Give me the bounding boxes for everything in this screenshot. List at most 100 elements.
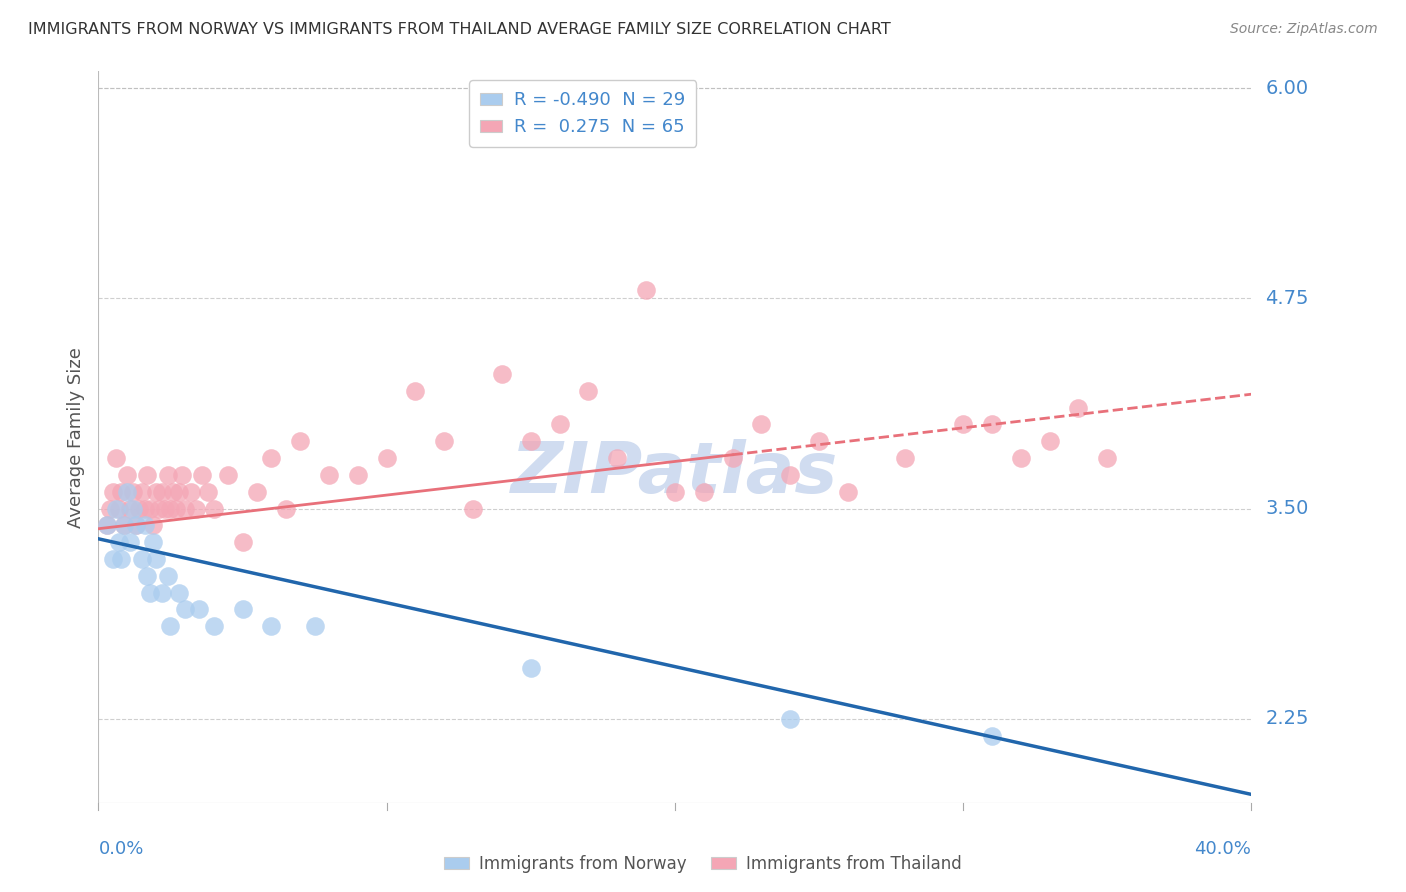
Point	[191, 467, 214, 482]
Point	[188, 602, 211, 616]
Point	[721, 451, 744, 466]
Point	[134, 501, 156, 516]
Legend: Immigrants from Norway, Immigrants from Thailand: Immigrants from Norway, Immigrants from …	[437, 848, 969, 880]
Point	[107, 501, 129, 516]
Point	[139, 585, 162, 599]
Point	[125, 518, 148, 533]
Point	[202, 619, 225, 633]
Point	[96, 518, 118, 533]
Point	[150, 484, 173, 499]
Text: 4.75: 4.75	[1265, 289, 1309, 308]
Point	[606, 451, 628, 466]
Point	[159, 501, 181, 516]
Text: 3.50: 3.50	[1265, 499, 1309, 518]
Point	[433, 434, 456, 449]
Point	[304, 619, 326, 633]
Point	[217, 467, 239, 482]
Point	[174, 501, 197, 516]
Point	[150, 585, 173, 599]
Point	[808, 434, 831, 449]
Point	[578, 384, 600, 398]
Point	[131, 552, 153, 566]
Point	[122, 501, 145, 516]
Point	[318, 467, 340, 482]
Point	[101, 484, 124, 499]
Point	[107, 535, 129, 549]
Point	[117, 467, 139, 482]
Point	[197, 484, 219, 499]
Point	[636, 283, 658, 297]
Point	[112, 518, 135, 533]
Point	[136, 467, 159, 482]
Point	[134, 518, 156, 533]
Point	[260, 451, 283, 466]
Point	[246, 484, 269, 499]
Point	[981, 417, 1004, 432]
Point	[128, 501, 150, 516]
Point	[153, 501, 176, 516]
Point	[125, 518, 148, 533]
Point	[375, 451, 398, 466]
Point	[981, 729, 1004, 743]
Point	[131, 484, 153, 499]
Text: 2.25: 2.25	[1265, 709, 1309, 728]
Legend: R = -0.490  N = 29, R =  0.275  N = 65: R = -0.490 N = 29, R = 0.275 N = 65	[470, 80, 696, 147]
Point	[1067, 401, 1090, 415]
Point	[186, 501, 208, 516]
Point	[148, 501, 170, 516]
Point	[101, 552, 124, 566]
Point	[751, 417, 773, 432]
Point	[142, 518, 165, 533]
Point	[174, 602, 197, 616]
Point	[664, 484, 686, 499]
Point	[520, 661, 543, 675]
Text: Source: ZipAtlas.com: Source: ZipAtlas.com	[1230, 22, 1378, 37]
Point	[96, 518, 118, 533]
Point	[104, 451, 127, 466]
Point	[180, 484, 202, 499]
Point	[346, 467, 368, 482]
Text: 6.00: 6.00	[1265, 78, 1309, 98]
Point	[156, 569, 179, 583]
Point	[231, 535, 254, 549]
Text: 40.0%: 40.0%	[1195, 839, 1251, 858]
Point	[165, 501, 187, 516]
Point	[145, 552, 167, 566]
Point	[120, 501, 142, 516]
Point	[104, 501, 127, 516]
Text: IMMIGRANTS FROM NORWAY VS IMMIGRANTS FROM THAILAND AVERAGE FAMILY SIZE CORRELATI: IMMIGRANTS FROM NORWAY VS IMMIGRANTS FRO…	[28, 22, 891, 37]
Point	[167, 484, 190, 499]
Point	[1039, 434, 1062, 449]
Point	[120, 535, 142, 549]
Point	[167, 585, 190, 599]
Point	[112, 518, 135, 533]
Point	[894, 451, 917, 466]
Point	[260, 619, 283, 633]
Point	[231, 602, 254, 616]
Text: 0.0%: 0.0%	[98, 839, 143, 858]
Text: ZIPatlas: ZIPatlas	[512, 439, 838, 508]
Point	[1097, 451, 1119, 466]
Point	[461, 501, 484, 516]
Point	[170, 467, 193, 482]
Y-axis label: Average Family Size: Average Family Size	[66, 347, 84, 527]
Point	[837, 484, 859, 499]
Point	[520, 434, 543, 449]
Point	[136, 569, 159, 583]
Point	[139, 501, 162, 516]
Point	[110, 552, 132, 566]
Point	[1010, 451, 1032, 466]
Point	[202, 501, 225, 516]
Point	[159, 619, 181, 633]
Point	[117, 484, 139, 499]
Point	[491, 367, 513, 381]
Point	[274, 501, 297, 516]
Point	[156, 467, 179, 482]
Point	[779, 712, 801, 726]
Point	[952, 417, 974, 432]
Point	[98, 501, 121, 516]
Point	[693, 484, 716, 499]
Point	[122, 484, 145, 499]
Point	[142, 535, 165, 549]
Point	[110, 484, 132, 499]
